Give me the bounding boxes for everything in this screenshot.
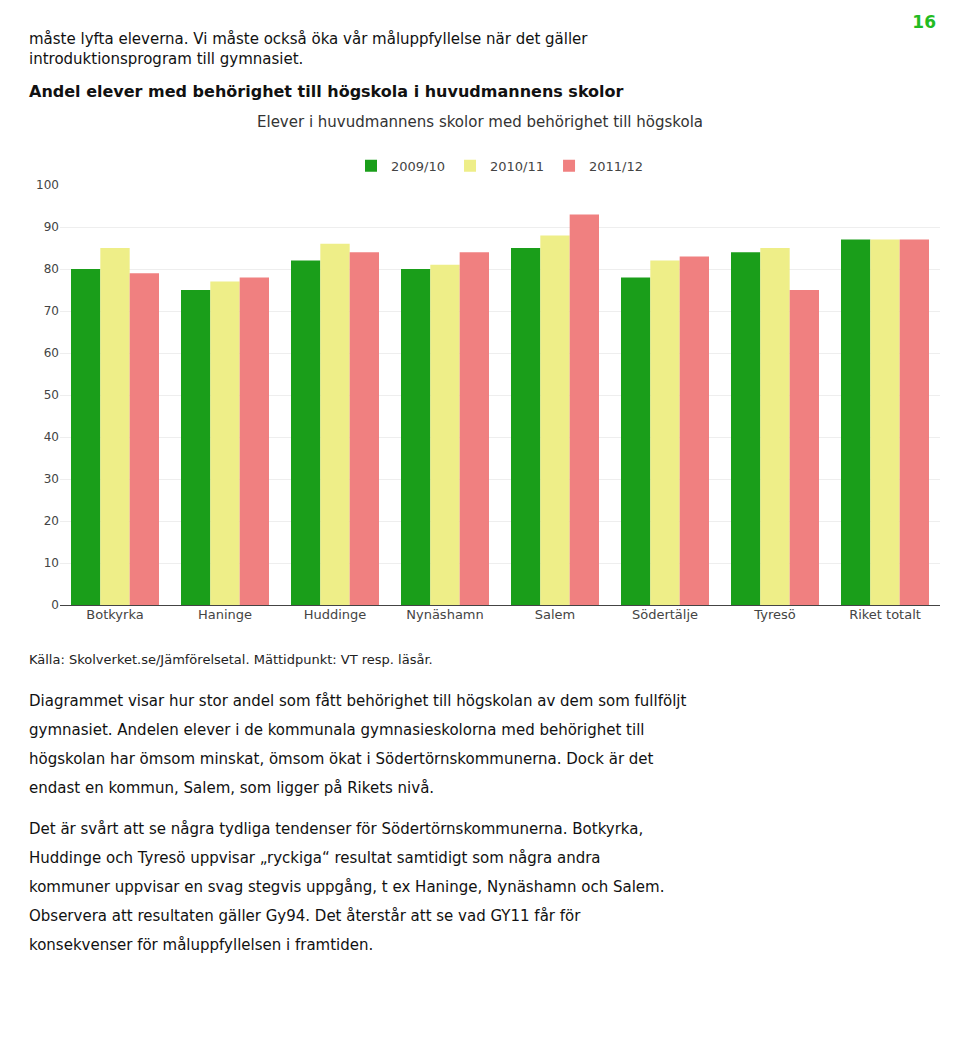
html-text:Observera att resultaten gälle: Observera att resultaten gäller Gy94. De… — [29, 907, 581, 925]
html-text:endast en kommun, Salem, som l: endast en kommun, Salem, som ligger på R… — [29, 779, 435, 797]
svg-text:Tyresö: Tyresö — [753, 607, 795, 622]
html-text:Huddinge och Tyresö uppvisar „: Huddinge och Tyresö uppvisar „ryckiga“ r… — [29, 849, 601, 867]
svg-text:2010/11: 2010/11 — [490, 159, 544, 174]
html-text:kommuner uppvisar en svag steg: kommuner uppvisar en svag stegvis uppgån… — [29, 878, 665, 896]
svg-text:40: 40 — [44, 430, 59, 444]
svg-text:Södertälje: Södertälje — [632, 607, 698, 622]
svg-text:10: 10 — [44, 556, 59, 570]
html-text:konsekvenser för måluppfyllels: konsekvenser för måluppfyllelsen i framt… — [29, 936, 374, 954]
svg-text:100: 100 — [36, 178, 59, 192]
html-text:Andel elever med behörighet ti: Andel elever med behörighet till högskol… — [29, 82, 624, 101]
html-text:gymnasiet. Andelen elever i de: gymnasiet. Andelen elever i de kommunala… — [29, 721, 645, 739]
svg-text:Riket totalt: Riket totalt — [849, 607, 921, 622]
svg-text:60: 60 — [44, 346, 59, 360]
svg-text:30: 30 — [44, 472, 59, 486]
html-text:Diagrammet visar hur stor ande: Diagrammet visar hur stor andel som fått… — [29, 692, 687, 710]
html-text:högskolan har ömsom minskat, ö: högskolan har ömsom minskat, ömsom ökat … — [29, 750, 654, 768]
html-text:16: 16 — [912, 12, 936, 32]
svg-text:80: 80 — [44, 262, 59, 276]
html-text:Källa: Skolverket.se/Jämförels: Källa: Skolverket.se/Jämförelsetal. Mätt… — [29, 652, 433, 667]
html-text:måste lyfta eleverna. Vi måste: måste lyfta eleverna. Vi måste också öka… — [29, 30, 588, 48]
svg-text:Botkyrka: Botkyrka — [86, 607, 143, 622]
svg-text:2009/10: 2009/10 — [391, 159, 445, 174]
svg-text:2011/12: 2011/12 — [589, 159, 643, 174]
svg-text:Nynäshamn: Nynäshamn — [406, 607, 484, 622]
svg-text:70: 70 — [44, 304, 59, 318]
svg-text:Huddinge: Huddinge — [304, 607, 367, 622]
html-text:introduktionsprogram till gymn: introduktionsprogram till gymnasiet. — [29, 50, 304, 68]
svg-text:90: 90 — [44, 220, 59, 234]
svg-text:Haninge: Haninge — [198, 607, 252, 622]
svg-text:20: 20 — [44, 514, 59, 528]
svg-text:Elever i huvudmannens skolor m: Elever i huvudmannens skolor med behörig… — [257, 113, 703, 131]
svg-text:Salem: Salem — [535, 607, 576, 622]
svg-text:50: 50 — [44, 388, 59, 402]
html-text:Det är svårt att se några tydl: Det är svårt att se några tydliga tenden… — [29, 820, 644, 838]
svg-text:0: 0 — [51, 598, 59, 612]
